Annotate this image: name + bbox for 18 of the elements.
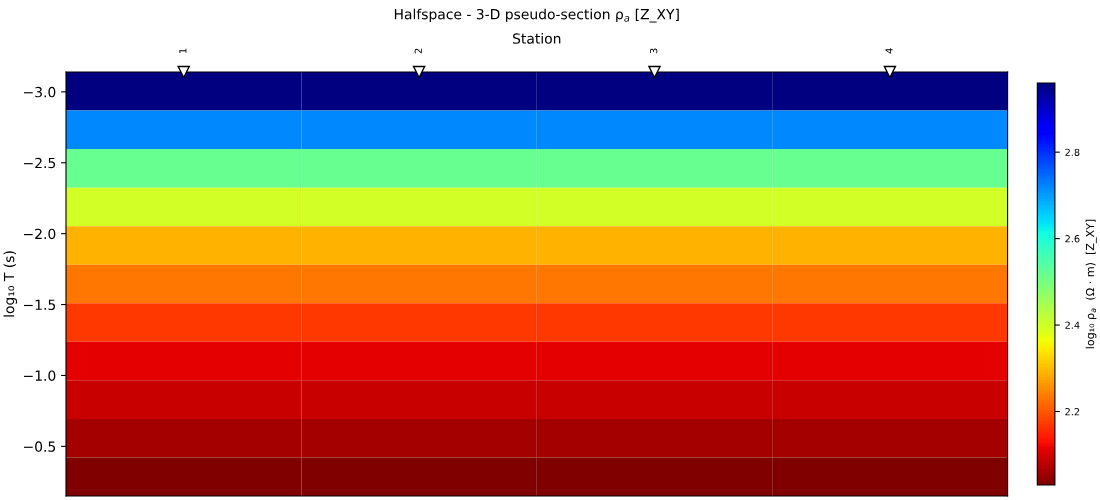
color-bar-title: log₁₀ ρ$_{a}$ (Ω · m) [Z_XY] [1085,219,1097,349]
color-bar-label: 2.2 [1065,407,1080,416]
x-tick-label: 4 [885,48,893,54]
chart-title: Halfspace - 3-D pseudo-section ρ$_{a}$ [Z_XY] [394,8,679,23]
color-bar-label: 2.8 [1065,148,1080,156]
x-tick-label: 3 [649,48,658,54]
y-tick-label: −1.5 [24,299,56,311]
color-bar-label: 2.6 [1065,235,1080,243]
x-axis-title: Station [513,33,561,44]
color-bar-label: 2.4 [1065,321,1080,329]
y-tick-label: −2.0 [24,228,56,240]
y-tick-label: −2.5 [24,157,56,169]
x-tick-label: 1 [179,48,187,53]
y-axis-title: log₁₀ T (s) [3,251,17,317]
x-tick-label: 2 [414,48,422,54]
y-tick-label: −0.5 [24,441,56,452]
y-tick-label: −3.0 [24,86,56,98]
y-tick-label: −1.0 [24,370,56,381]
